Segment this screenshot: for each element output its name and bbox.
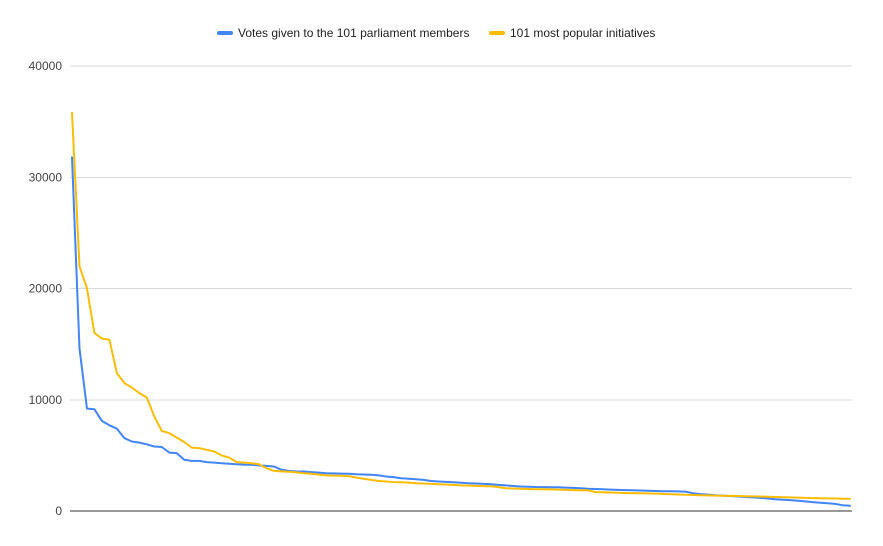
y-tick-label: 0 [55,504,62,518]
legend-label-1: Votes given to the 101 parliament member… [238,26,469,40]
y-axis-ticks: 0 10000 20000 30000 40000 [29,59,63,518]
y-tick-label: 20000 [29,282,63,296]
y-tick-label: 40000 [29,59,63,73]
y-tick-label: 10000 [29,393,63,407]
series-lines [71,111,851,507]
y-tick-label: 30000 [29,170,63,184]
legend: Votes given to the 101 parliament member… [217,26,655,40]
legend-label-2: 101 most popular initiatives [510,26,655,40]
series-line-2 [71,111,851,500]
series-line-1 [71,156,851,507]
gridlines [70,65,852,512]
